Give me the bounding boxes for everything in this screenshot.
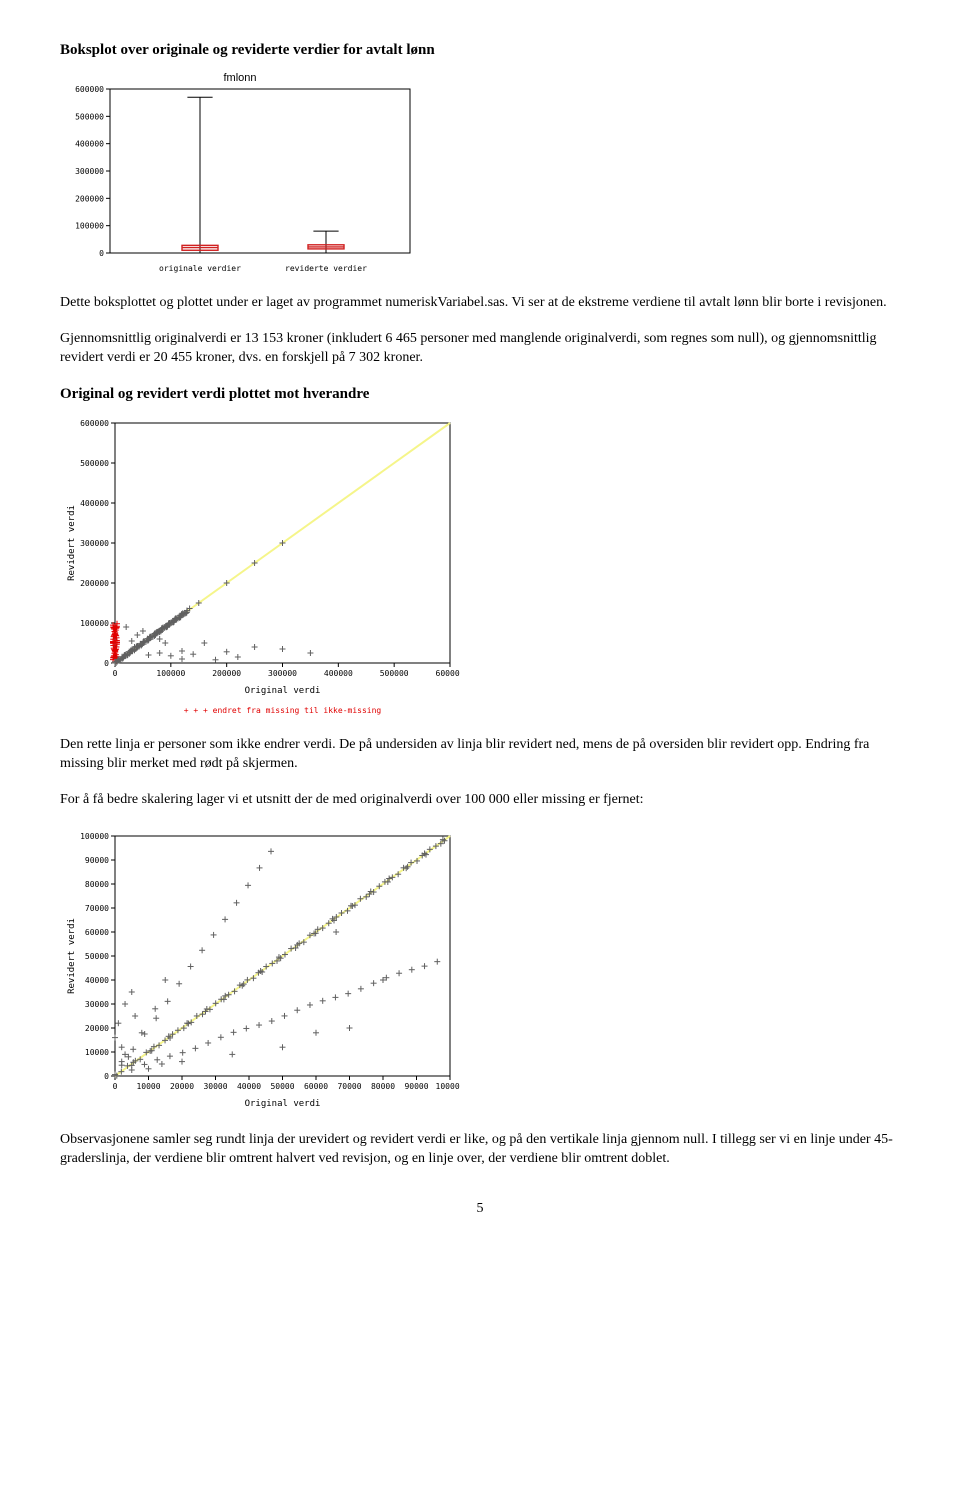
svg-text:80000: 80000: [371, 1082, 395, 1091]
svg-text:10000: 10000: [136, 1082, 160, 1091]
boxplot-chart: fmlonn 0 100000 200000 300000 400000 500000 600…: [60, 69, 900, 279]
svg-text:500000: 500000: [380, 669, 409, 678]
svg-text:300000: 300000: [75, 167, 104, 176]
svg-text:90000: 90000: [85, 856, 109, 865]
svg-text:20000: 20000: [170, 1082, 194, 1091]
svg-text:100000: 100000: [436, 1082, 460, 1091]
scatter-chart-1: 0 100000 200000 300000 400000 500000 600000 0 10…: [60, 413, 900, 721]
svg-text:100000: 100000: [80, 619, 109, 628]
svg-text:50000: 50000: [270, 1082, 294, 1091]
svg-text:200000: 200000: [212, 669, 241, 678]
svg-text:600000: 600000: [436, 669, 460, 678]
svg-text:90000: 90000: [404, 1082, 428, 1091]
svg-text:500000: 500000: [75, 112, 104, 121]
svg-text:0: 0: [99, 249, 104, 258]
svg-text:60000: 60000: [304, 1082, 328, 1091]
svg-text:40000: 40000: [237, 1082, 261, 1091]
svg-text:reviderte verdier: reviderte verdier: [285, 264, 367, 273]
svg-text:30000: 30000: [203, 1082, 227, 1091]
svg-text:0: 0: [104, 659, 109, 668]
svg-text:400000: 400000: [75, 140, 104, 149]
paragraph-2: Gjennomsnittlig originalverdi er 13 153 …: [60, 329, 900, 368]
section-heading-scatter: Original og revidert verdi plottet mot h…: [60, 384, 900, 405]
paragraph-4: For å få bedre skalering lager vi et uts…: [60, 790, 900, 810]
svg-text:80000: 80000: [85, 880, 109, 889]
paragraph-1: Dette boksplottet og plottet under er la…: [60, 293, 900, 313]
svg-text:30000: 30000: [85, 1000, 109, 1009]
svg-text:20000: 20000: [85, 1024, 109, 1033]
svg-text:10000: 10000: [85, 1048, 109, 1057]
svg-text:300000: 300000: [268, 669, 297, 678]
svg-text:originale verdier: originale verdier: [159, 264, 241, 273]
svg-text:600000: 600000: [75, 85, 104, 94]
svg-text:Revidert verdi: Revidert verdi: [67, 505, 77, 581]
svg-text:0: 0: [113, 669, 118, 678]
svg-text:100000: 100000: [156, 669, 185, 678]
svg-text:100000: 100000: [75, 222, 104, 231]
svg-text:+ + + endret fra missing til: + + + endret fra missing til ikke-missin…: [184, 706, 382, 715]
svg-text:200000: 200000: [80, 579, 109, 588]
svg-text:200000: 200000: [75, 194, 104, 203]
page-number: 5: [60, 1199, 900, 1219]
svg-text:Original verdi: Original verdi: [245, 1099, 321, 1109]
svg-text:50000: 50000: [85, 952, 109, 961]
svg-text:Original verdi: Original verdi: [245, 686, 321, 696]
svg-text:100000: 100000: [80, 832, 109, 841]
svg-text:400000: 400000: [80, 499, 109, 508]
svg-text:400000: 400000: [324, 669, 353, 678]
svg-text:0: 0: [113, 1082, 118, 1091]
svg-text:0: 0: [104, 1072, 109, 1081]
svg-text:fmlonn: fmlonn: [223, 72, 256, 84]
svg-text:70000: 70000: [85, 904, 109, 913]
svg-text:Revidert verdi: Revidert verdi: [67, 918, 77, 994]
svg-text:70000: 70000: [337, 1082, 361, 1091]
paragraph-5: Observasjonene samler seg rundt linja de…: [60, 1130, 900, 1169]
svg-text:600000: 600000: [80, 419, 109, 428]
paragraph-3: Den rette linja er personer som ikke end…: [60, 735, 900, 774]
scatter-chart-2: 0 10000 20000 30000 40000 50000 60000 70000 8000…: [60, 826, 900, 1116]
svg-text:40000: 40000: [85, 976, 109, 985]
svg-text:60000: 60000: [85, 928, 109, 937]
svg-text:300000: 300000: [80, 539, 109, 548]
section-heading-boxplot: Boksplot over originale og reviderte ver…: [60, 40, 900, 61]
svg-text:500000: 500000: [80, 459, 109, 468]
